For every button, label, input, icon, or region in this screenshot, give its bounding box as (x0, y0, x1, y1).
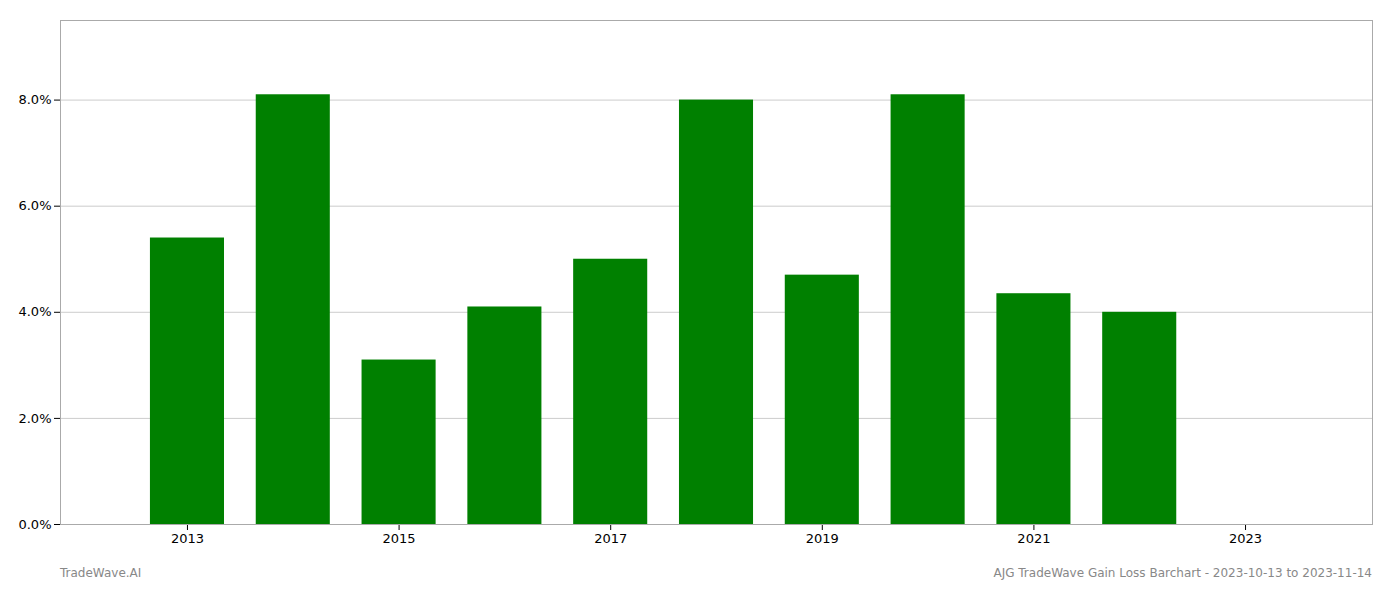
svg-text:2019: 2019 (806, 531, 839, 546)
svg-text:0.0%: 0.0% (18, 517, 51, 532)
svg-text:2015: 2015 (383, 531, 416, 546)
svg-text:2.0%: 2.0% (18, 411, 51, 426)
svg-text:2013: 2013 (171, 531, 204, 546)
svg-text:6.0%: 6.0% (18, 198, 51, 213)
html-text:AJG TradeWave Gain Loss Barcha: AJG TradeWave Gain Loss Barchart - 2023-… (993, 566, 1372, 580)
svg-text:2021: 2021 (1017, 531, 1050, 546)
svg-text:4.0%: 4.0% (18, 304, 51, 319)
svg-text:2017: 2017 (594, 531, 627, 546)
svg-text:2023: 2023 (1229, 531, 1262, 546)
html-text:TradeWave.AI: TradeWave.AI (60, 566, 142, 580)
svg-text:8.0%: 8.0% (18, 92, 51, 107)
